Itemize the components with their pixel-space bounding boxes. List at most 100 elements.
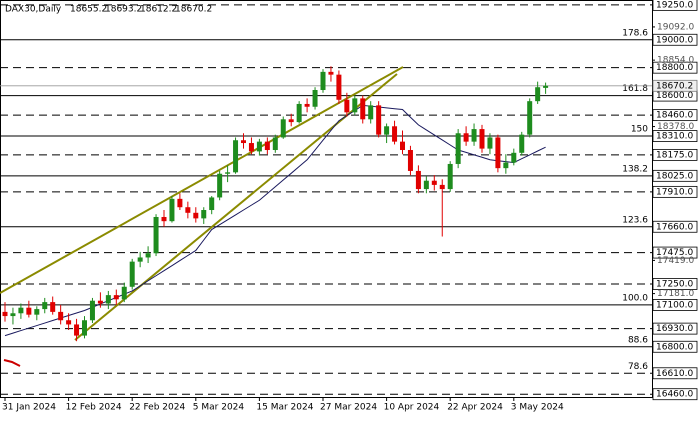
level-label: 16610.0: [656, 369, 693, 379]
level-label: 18175.0: [656, 150, 693, 160]
level-box: [652, 278, 698, 290]
candle-body: [384, 126, 390, 135]
level-label: 18310.0: [656, 132, 693, 142]
fib-label: 88.6: [628, 335, 648, 345]
candle-body: [145, 253, 151, 258]
header-open: 18655.2: [70, 5, 107, 15]
candle-body: [407, 150, 413, 171]
level-box: [652, 33, 698, 46]
level-box: [652, 185, 698, 198]
candle-body: [376, 105, 382, 135]
candle-body: [137, 257, 143, 262]
candle-body: [42, 302, 48, 310]
level-box: [652, 61, 698, 74]
candle-body: [519, 134, 525, 153]
y-tick-label: 19092.0: [657, 22, 694, 32]
candle-body: [400, 141, 405, 151]
level-label: 19000.0: [656, 35, 693, 45]
y-tick-label: 18854.0: [657, 56, 694, 66]
candle-body: [185, 207, 191, 213]
candle-body: [280, 119, 286, 138]
y-tick-label: 18378.0: [657, 122, 694, 132]
channel-upper: [0, 66, 404, 294]
candle-body: [66, 320, 72, 325]
x-tick-label: 12 Feb 2024: [66, 403, 122, 413]
fib-label: 178.6: [622, 28, 648, 38]
x-tick-label: 5 Mar 2024: [193, 403, 245, 413]
candle-body: [431, 180, 437, 185]
candle-body: [241, 140, 246, 144]
level-label: 17660.0: [656, 222, 693, 232]
chart-title: DAX30,Daily: [5, 5, 62, 15]
level-box: [652, 148, 698, 161]
level-box: [652, 367, 698, 380]
candle-body: [352, 98, 358, 113]
candle-body: [18, 307, 24, 314]
moving-average: [4, 104, 546, 337]
level-box: [652, 246, 698, 259]
level-box: [652, 130, 698, 142]
last-price-box: [652, 79, 698, 92]
level-label: 17100.0: [656, 300, 693, 310]
candle-body: [248, 143, 254, 152]
level-label: 16460.0: [656, 390, 693, 400]
candle-body: [344, 99, 350, 113]
header-low: 18612.2: [140, 5, 177, 15]
candle-body: [503, 162, 509, 169]
candle-body: [272, 137, 278, 151]
candle-body: [463, 133, 469, 142]
candle-body: [487, 137, 493, 149]
fib-label: 138.2: [622, 164, 648, 174]
level-box: [652, 109, 698, 122]
x-tick-label: 27 Mar 2024: [320, 403, 377, 413]
candle-body: [26, 307, 32, 315]
candle-body: [423, 180, 429, 190]
candle-body: [34, 309, 40, 315]
candle-body: [58, 311, 64, 321]
candle-body: [360, 98, 366, 120]
x-tick-label: 31 Jan 2024: [2, 403, 56, 413]
candle-body: [193, 212, 199, 219]
candle-body: [201, 210, 207, 219]
candle-body: [82, 320, 87, 336]
level-box: [652, 220, 698, 233]
candle-body: [256, 141, 262, 152]
candle-body: [209, 197, 215, 211]
header-close: 18670.2: [175, 5, 212, 15]
candle-body: [447, 163, 453, 190]
candle-body: [121, 286, 127, 300]
header-high: 18693.2: [105, 5, 142, 15]
candle-body: [153, 216, 159, 254]
level-box: [652, 340, 698, 353]
candle-body: [527, 101, 533, 135]
last-price-label: 18670.2: [656, 81, 693, 91]
level-box: [652, 322, 698, 335]
candle-body: [511, 152, 517, 163]
candle-body: [161, 216, 167, 222]
candle-body: [97, 300, 103, 304]
level-box: [652, 388, 698, 401]
fib-label: 78.6: [628, 362, 648, 372]
indicator-stub: [3, 359, 21, 367]
y-tick-label: 17419.0: [657, 256, 694, 266]
level-label: 17475.0: [656, 248, 693, 258]
candle-body: [264, 141, 270, 151]
fib-label: 123.6: [622, 215, 648, 225]
level-label: 17910.0: [656, 187, 693, 197]
candle-body: [296, 103, 302, 123]
candle-body: [50, 302, 56, 312]
candle-body: [415, 170, 421, 190]
level-label: 18800.0: [656, 63, 693, 73]
candle-body: [288, 119, 294, 123]
fib-label: 161.8: [622, 84, 648, 94]
level-label: 16930.0: [656, 324, 693, 334]
level-label: 17250.0: [656, 279, 693, 289]
level-label: 18460.0: [656, 111, 693, 121]
x-tick-label: 15 Mar 2024: [256, 403, 313, 413]
y-tick-label: 17181.0: [657, 289, 694, 299]
axis: 19250.0 19000.0 18800.0 18600.0 18460.0 18310…: [2, 0, 698, 413]
candle-body: [217, 173, 223, 198]
level-label: 18025.0: [656, 171, 693, 181]
